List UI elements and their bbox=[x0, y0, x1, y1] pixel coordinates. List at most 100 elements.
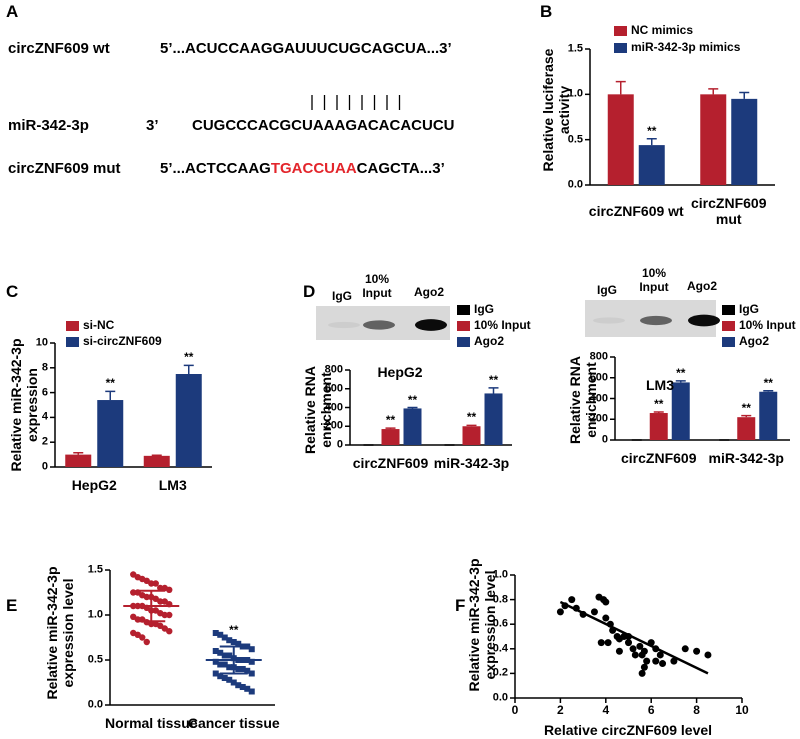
error-bar bbox=[708, 88, 719, 95]
error-bar bbox=[675, 380, 686, 383]
point bbox=[212, 648, 219, 654]
point bbox=[217, 661, 224, 668]
panel-label: F bbox=[455, 596, 466, 616]
legend-label: Ago2 bbox=[474, 334, 504, 349]
point bbox=[604, 639, 612, 647]
legend-swatch bbox=[722, 305, 735, 315]
point bbox=[235, 682, 242, 689]
point bbox=[681, 645, 689, 653]
point bbox=[221, 652, 228, 659]
y-tick-label: 800 bbox=[324, 363, 343, 376]
point bbox=[161, 611, 168, 619]
blot-band bbox=[363, 320, 395, 330]
y-tick-label: 200 bbox=[324, 419, 343, 432]
error-bar bbox=[739, 91, 750, 99]
x-axis-label: Relative circZNF609 level bbox=[543, 721, 713, 738]
blot-band bbox=[415, 319, 447, 331]
blot-lane-label: IgG bbox=[332, 289, 352, 304]
significance-label: ** bbox=[488, 372, 499, 387]
bar bbox=[97, 400, 124, 467]
error-bar bbox=[615, 80, 626, 95]
y-tick-label: 1.5 bbox=[87, 563, 103, 576]
blot-lane-label: Ago2 bbox=[414, 285, 444, 300]
panel-label: B bbox=[540, 2, 553, 22]
y-axis-label: Relative miR-342-3p expression level bbox=[465, 558, 498, 692]
significance-label: ** bbox=[741, 400, 751, 415]
point bbox=[625, 639, 632, 647]
blot-lane-label: IgG bbox=[597, 283, 617, 298]
point bbox=[556, 608, 564, 616]
blot-band bbox=[688, 314, 720, 327]
significance-label: ** bbox=[654, 397, 664, 412]
y-axis-label: Relative miR-342-3p expression level bbox=[43, 566, 76, 700]
y-tick-label: 0.5 bbox=[567, 133, 583, 146]
y-tick-label: 400 bbox=[589, 392, 608, 405]
panel-label: A bbox=[6, 2, 19, 21]
x-tick-label: 6 bbox=[647, 703, 655, 718]
y-tick-label: 0 bbox=[601, 433, 608, 446]
legend-swatch bbox=[457, 337, 470, 347]
legend-label: IgG bbox=[474, 302, 494, 317]
point bbox=[212, 630, 219, 636]
point bbox=[704, 651, 712, 659]
point bbox=[602, 598, 610, 606]
point bbox=[568, 596, 576, 604]
sequence-name: circZNF609 mut bbox=[8, 160, 121, 177]
bar bbox=[759, 391, 778, 440]
point bbox=[130, 589, 137, 596]
error-bar bbox=[741, 414, 752, 418]
error-bar bbox=[646, 138, 657, 146]
y-tick-label: 0.0 bbox=[567, 178, 583, 191]
bar bbox=[737, 417, 756, 440]
point bbox=[239, 666, 246, 672]
bar bbox=[607, 94, 634, 185]
point bbox=[230, 679, 237, 686]
sequence-row: 5’...ACTCCAAGTGACCUAACAGCTA...3’ bbox=[160, 160, 445, 177]
significance-label: ** bbox=[105, 376, 115, 391]
error-bar bbox=[385, 427, 396, 430]
blot-lane-label: Ago2 bbox=[687, 279, 717, 294]
legend-label: 10% Input bbox=[739, 318, 796, 333]
point bbox=[597, 639, 605, 647]
legend-label: 10% Input bbox=[474, 318, 531, 333]
sd-bar bbox=[219, 645, 248, 675]
bar bbox=[638, 145, 665, 185]
point bbox=[235, 666, 242, 672]
legend-swatch bbox=[722, 337, 735, 347]
point bbox=[631, 651, 639, 659]
x-tick-label: Cancer tissue bbox=[187, 714, 280, 731]
error-bar bbox=[466, 424, 477, 427]
point bbox=[148, 580, 155, 587]
point bbox=[643, 657, 651, 665]
y-tick-label: 0.2 bbox=[492, 667, 508, 680]
point bbox=[244, 685, 251, 692]
y-tick-label: 1.0 bbox=[567, 88, 583, 101]
point bbox=[230, 639, 237, 645]
y-axis-label: Relative RNA enrichment bbox=[566, 356, 599, 444]
point bbox=[652, 657, 660, 665]
x-tick-label: LM3 bbox=[158, 476, 187, 493]
legend-swatch bbox=[614, 43, 627, 53]
blot-lane-label: 10% Input bbox=[639, 266, 669, 294]
point bbox=[670, 657, 678, 665]
sd-bar bbox=[137, 589, 166, 623]
point bbox=[217, 673, 224, 680]
legend-label: si-circZNF609 bbox=[83, 334, 162, 349]
x-tick-label: 10 bbox=[735, 703, 749, 718]
y-tick-label: 0.5 bbox=[87, 653, 103, 666]
x-tick-label: miR-342-3p bbox=[433, 454, 510, 471]
significance-label: ** bbox=[466, 410, 477, 425]
point bbox=[693, 647, 701, 655]
legend-label: Ago2 bbox=[739, 334, 769, 349]
point bbox=[143, 593, 150, 601]
point bbox=[248, 670, 255, 677]
y-tick-label: 0 bbox=[336, 438, 343, 451]
bar bbox=[175, 374, 202, 467]
bar bbox=[649, 413, 668, 440]
significance-label: ** bbox=[385, 413, 396, 428]
point bbox=[212, 670, 219, 677]
blot-band bbox=[640, 315, 672, 326]
trend-line bbox=[559, 600, 709, 675]
